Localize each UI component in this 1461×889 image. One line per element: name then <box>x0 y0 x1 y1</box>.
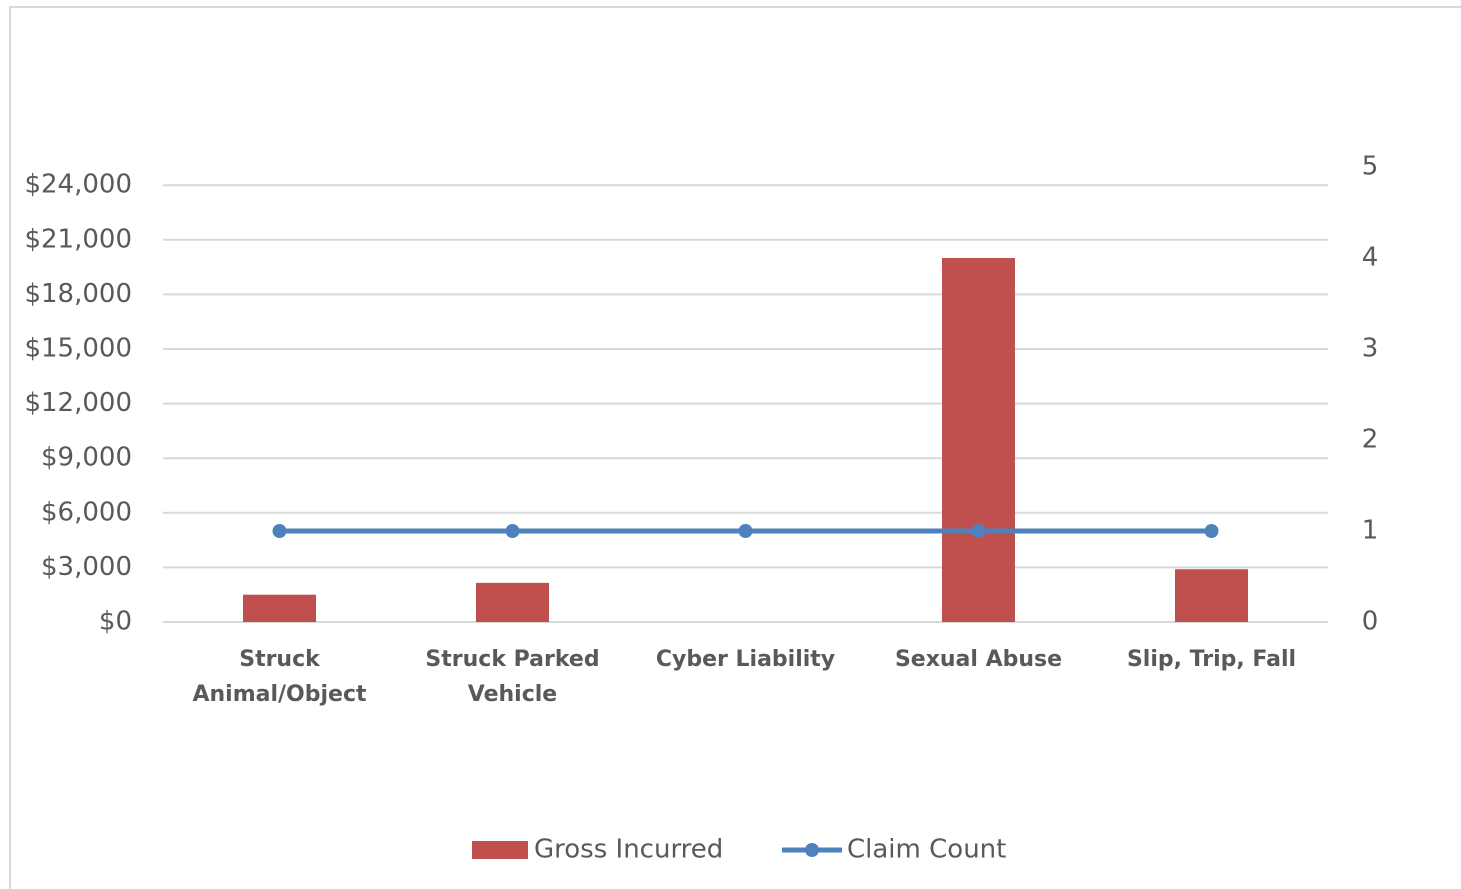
legend-label: Claim Count <box>847 835 1006 865</box>
line-marker <box>738 524 753 538</box>
y2-tick-label: 1 <box>1362 516 1379 546</box>
y2-tick-label: 3 <box>1362 334 1379 364</box>
line-marker <box>272 524 287 538</box>
y-tick-label: $18,000 <box>24 279 132 309</box>
y-tick-label: $0 <box>99 607 132 637</box>
x-tick-label: Sexual Abuse <box>894 647 1063 672</box>
line-marker <box>505 524 520 538</box>
line-marker <box>971 524 986 538</box>
line-marker <box>1204 524 1219 538</box>
y-tick-label: $6,000 <box>41 497 132 527</box>
bar <box>942 258 1015 622</box>
legend-swatch <box>805 843 819 857</box>
y-tick-label: $15,000 <box>24 334 132 364</box>
y-tick-label: $21,000 <box>24 224 132 254</box>
y-tick-label: $3,000 <box>41 552 132 582</box>
legend-swatch <box>472 841 528 859</box>
chart-border <box>9 6 1461 889</box>
bar <box>243 594 316 622</box>
x-tick-label: Struck Parked Vehicle <box>425 647 600 707</box>
y2-tick-label: 0 <box>1362 607 1379 637</box>
bar <box>476 582 549 622</box>
x-tick-label: Struck Animal/Object <box>192 647 367 707</box>
x-tick-label: Slip, Trip, Fall <box>1126 647 1297 672</box>
y2-tick-label: 2 <box>1362 425 1379 455</box>
legend-label: Gross Incurred <box>534 835 723 865</box>
y-tick-label: $24,000 <box>24 170 132 200</box>
y-tick-label: $9,000 <box>41 443 132 473</box>
x-tick-label: Cyber Liability <box>655 647 836 672</box>
y2-tick-label: 4 <box>1362 243 1379 273</box>
bar <box>1175 569 1248 622</box>
y2-tick-label: 5 <box>1362 152 1379 182</box>
y-tick-label: $12,000 <box>24 388 132 418</box>
